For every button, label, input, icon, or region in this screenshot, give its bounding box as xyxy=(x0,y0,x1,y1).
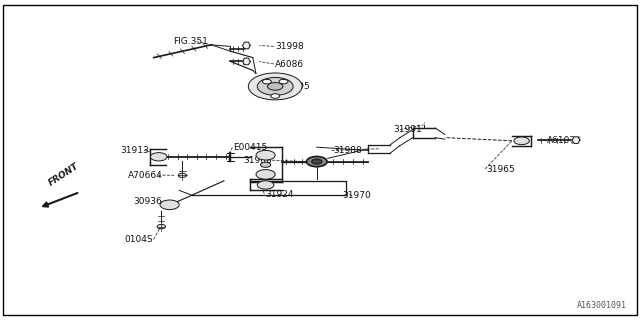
Text: 0104S: 0104S xyxy=(125,236,154,244)
Circle shape xyxy=(279,79,288,84)
Text: 31986: 31986 xyxy=(243,156,272,164)
Text: 31970: 31970 xyxy=(342,191,371,200)
Polygon shape xyxy=(572,137,580,143)
Polygon shape xyxy=(243,58,250,65)
Text: FRONT: FRONT xyxy=(47,161,81,187)
Circle shape xyxy=(268,83,283,90)
Circle shape xyxy=(248,73,302,100)
Circle shape xyxy=(150,153,167,161)
Text: 31995: 31995 xyxy=(282,82,310,91)
Text: 30936: 30936 xyxy=(133,197,162,206)
Text: 31988: 31988 xyxy=(333,146,362,155)
Text: 31965: 31965 xyxy=(486,165,515,174)
Circle shape xyxy=(514,137,529,145)
Text: A163001091: A163001091 xyxy=(577,301,627,310)
Circle shape xyxy=(257,181,274,189)
Polygon shape xyxy=(243,42,250,49)
Circle shape xyxy=(260,162,271,167)
Circle shape xyxy=(312,159,322,164)
Text: A6086: A6086 xyxy=(275,60,305,68)
Circle shape xyxy=(257,77,293,95)
Circle shape xyxy=(157,225,165,228)
Circle shape xyxy=(160,200,179,210)
Circle shape xyxy=(307,156,327,167)
Circle shape xyxy=(256,150,275,160)
Circle shape xyxy=(256,170,275,179)
Text: 31924: 31924 xyxy=(266,190,294,199)
Text: A61079: A61079 xyxy=(547,136,582,145)
Text: E00415: E00415 xyxy=(234,143,268,152)
Circle shape xyxy=(271,94,280,98)
Text: A70664: A70664 xyxy=(128,171,163,180)
Text: 31913: 31913 xyxy=(120,146,149,155)
Circle shape xyxy=(178,173,187,178)
Text: 31991: 31991 xyxy=(394,125,422,134)
Text: FIG.351: FIG.351 xyxy=(173,37,207,46)
Text: 31998: 31998 xyxy=(275,42,304,51)
Circle shape xyxy=(262,79,271,84)
